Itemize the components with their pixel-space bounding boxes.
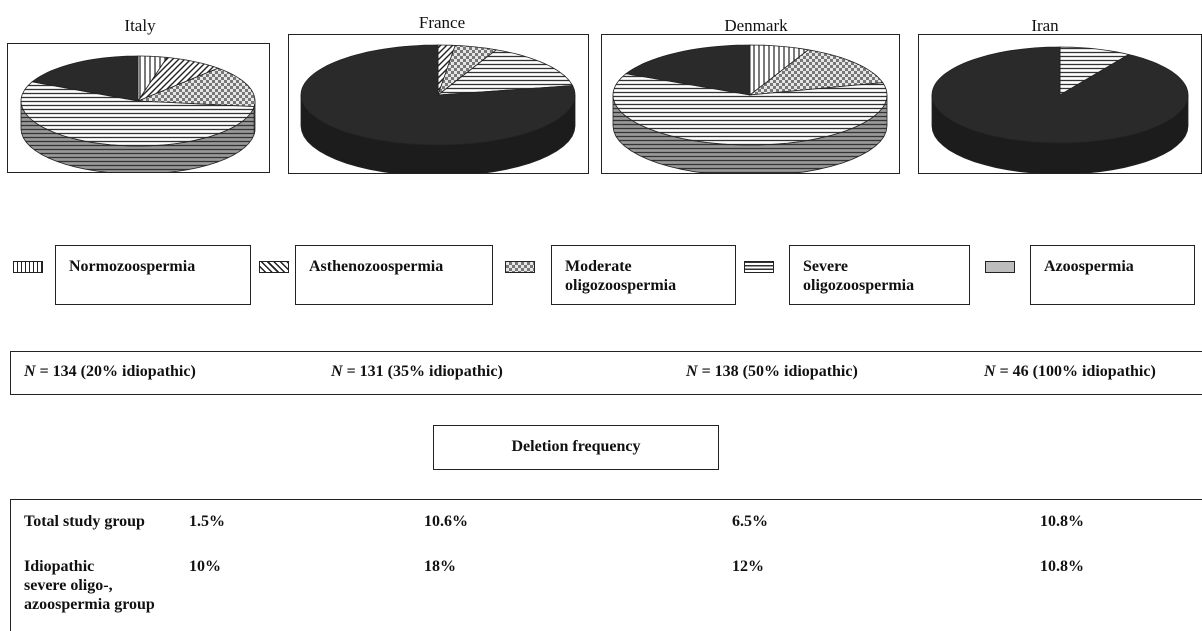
chart-title-denmark: Denmark [724,16,788,35]
chart-title-france: France [418,13,466,32]
pie-slice-severe-oligozoospermia [612,73,888,146]
legend-swatch-azoospermia [985,261,1015,273]
total-france: 10.6% [424,513,468,530]
cohort-size-iran: N = 46 (100% idiopathic) [984,363,1156,380]
legend-item-moderate-oligozoospermia: Moderate oligozoospermia [551,245,736,305]
legend-item-severe-oligozoospermia: Severe oligozoospermia [789,245,970,305]
pie-slice-moderate-oligozoospermia [748,49,884,96]
pie-svg-italy [20,55,256,172]
pie-slice-severe-oligozoospermia [20,81,255,147]
cohort-size-france: N = 131 (35% idiopathic) [331,363,503,380]
legend-label-asthenozoospermia: Asthenozoospermia [309,258,444,275]
pie-chart-italy [7,43,270,173]
idiopathic-france: 18% [424,558,456,575]
legend-swatch-normozoospermia [13,261,43,273]
cohort-size-row: N = 134 (20% idiopathic) N = 131 (35% id… [10,351,1202,395]
pie-slice-normozoospermia [749,44,810,96]
idiopathic-iran: 10.8% [1040,558,1084,575]
cohort-size-denmark: N = 138 (50% idiopathic) [686,363,858,380]
deletion-frequency-header: Deletion frequency [433,425,719,470]
legend-swatch-asthenozoospermia [259,261,289,273]
pie-slice-severe-oligozoospermia [1059,46,1130,96]
legend-label-severe-line2: oligozoospermia [803,277,915,294]
pie-chart-denmark [601,34,900,174]
legend-item-azoospermia: Azoospermia [1030,245,1195,305]
total-denmark: 6.5% [732,513,768,530]
row-label-total: Total study group [24,513,145,530]
pie-svg-denmark [612,44,888,173]
legend-item-asthenozoospermia: Asthenozoospermia [295,245,493,305]
legend-label-azoospermia: Azoospermia [1044,258,1134,275]
legend-label-normozoospermia: Normozoospermia [69,258,196,275]
cohort-size-italy: N = 134 (20% idiopathic) [24,363,196,380]
chart-title-iran: Iran [1031,16,1059,35]
idiopathic-italy: 10% [189,558,221,575]
pie-slice-moderate-oligozoospermia [437,44,498,97]
legend-swatch-severe-oligozoospermia [744,261,774,273]
pie-slice-azoospermia [300,44,576,146]
pie-slice-severe-oligozoospermia [436,49,574,96]
pie-slice-asthenozoospermia [136,56,220,102]
legend-item-normozoospermia: Normozoospermia [55,245,251,305]
legend-swatch-moderate-oligozoospermia [505,261,535,273]
deletion-frequency-table: Total study group 1.5% 10.6% 6.5% 10.8% … [10,499,1202,631]
pie-slice-azoospermia [931,46,1189,144]
legend-label-moderate-line2: oligozoospermia [565,277,677,294]
pie-slice-moderate-oligozoospermia [137,67,256,108]
pie-chart-iran [918,34,1202,174]
legend-label-moderate-line1: Moderate [565,258,632,275]
idiopathic-denmark: 12% [732,558,764,575]
pie-svg-iran [931,46,1189,173]
legend-label-severe-line1: Severe [803,258,849,275]
pie-slice-azoospermia [31,55,139,102]
chart-title-italy: Italy [124,16,156,35]
pie-slice-azoospermia [624,44,751,96]
total-iran: 10.8% [1040,513,1084,530]
total-italy: 1.5% [189,513,225,530]
row-label-idiopathic: Idiopathic severe oligo-, azoospermia gr… [24,558,155,613]
pie-chart-france [288,34,589,174]
pie-svg-france [300,44,576,173]
